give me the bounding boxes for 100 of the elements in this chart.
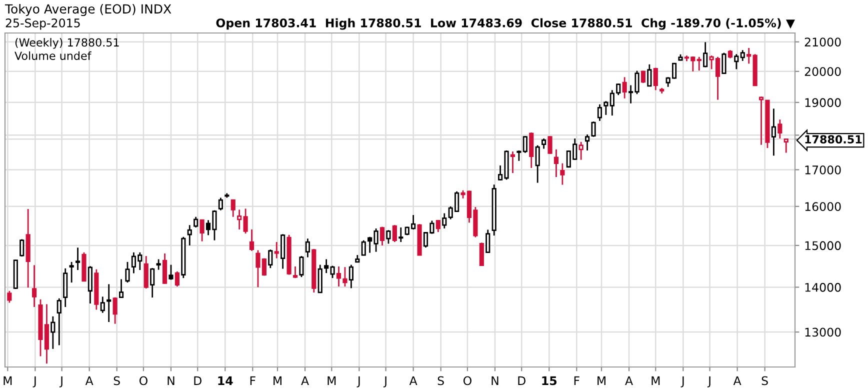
candlestick <box>150 267 155 298</box>
x-tick-label: M <box>598 376 606 385</box>
candlestick <box>162 252 168 284</box>
candlestick <box>187 224 192 246</box>
candlestick <box>112 296 118 324</box>
x-tick-label: F <box>250 376 256 385</box>
y-tick-label: 17880.51 <box>805 135 862 144</box>
candlestick <box>7 290 12 304</box>
candlestick <box>380 226 385 246</box>
candlestick <box>622 76 627 100</box>
candlestick <box>479 242 484 266</box>
x-tick-label: F <box>574 376 580 385</box>
x-tick-label: M <box>328 376 336 385</box>
x-tick-label: N <box>492 376 498 385</box>
candlestick <box>361 240 366 256</box>
x-tick-label: O <box>139 376 148 386</box>
candlestick <box>746 47 752 64</box>
candlestick <box>50 316 56 350</box>
candlestick <box>442 212 447 230</box>
candlestick <box>722 52 726 75</box>
x-tick-label: A <box>85 376 94 385</box>
candlestick <box>398 226 404 243</box>
x-tick-label: S <box>114 376 120 386</box>
candlestick <box>280 233 286 270</box>
candlestick <box>778 118 782 140</box>
candlestick <box>392 224 397 243</box>
candlestick <box>69 261 74 284</box>
candlestick <box>100 296 105 314</box>
x-tick-label: N <box>168 376 174 385</box>
candlestick <box>560 162 565 186</box>
candlestick <box>771 108 776 156</box>
candlestick <box>144 255 148 290</box>
candlestick <box>88 265 93 304</box>
candlestick <box>734 53 739 70</box>
candlestick <box>647 64 652 87</box>
candlestick <box>75 246 80 271</box>
candlestick <box>118 278 124 298</box>
x-tick-label: M <box>4 376 12 385</box>
candlestick <box>56 298 62 346</box>
candlestick <box>640 70 646 84</box>
candlestick <box>168 264 174 280</box>
x-tick-label: S <box>438 376 444 386</box>
chart-title: Tokyo Average (EOD) INDX <box>4 4 172 16</box>
candlestick <box>194 216 198 228</box>
x-tick-label: J <box>59 376 62 388</box>
annotation: (Weekly) 17880.51 <box>15 38 119 49</box>
annotation: Volume undef <box>14 51 92 60</box>
candlestick <box>200 218 204 242</box>
candlestick <box>348 264 354 289</box>
candlestick <box>516 150 522 162</box>
x-tick-label: J <box>383 376 386 388</box>
candlestick <box>237 208 242 230</box>
candlestick <box>653 67 658 91</box>
candlestick <box>486 228 490 254</box>
y-tick-label: 21000 <box>804 38 841 47</box>
y-tick-label: 13000 <box>805 328 841 337</box>
candlestick <box>174 270 180 288</box>
candlestick <box>597 104 602 122</box>
candlestick <box>436 219 440 233</box>
x-tick-label: J <box>356 376 360 388</box>
x-tick-label: A <box>301 376 309 385</box>
candlestick <box>784 138 788 154</box>
candlestick <box>386 229 391 244</box>
candlestick <box>604 100 608 116</box>
x-tick-label: M <box>274 376 282 385</box>
candlestick <box>106 283 112 323</box>
x-tick-label: A <box>733 376 742 385</box>
candlestick <box>218 197 223 212</box>
candlestick <box>578 141 584 161</box>
x-tick-label: 14 <box>218 376 233 385</box>
x-tick-label: J <box>707 376 710 388</box>
y-tick-label: 16000 <box>805 202 841 212</box>
chart-subtitle: 25-Sep-2015 <box>6 18 80 30</box>
x-tick-label: O <box>463 376 472 386</box>
candlestick <box>510 150 516 174</box>
candlestick <box>548 135 552 155</box>
candlestick <box>299 255 304 278</box>
candlestick <box>305 238 310 258</box>
x-tick-label: S <box>762 376 768 386</box>
y-tick-label: 17000 <box>805 165 841 174</box>
candlestick <box>535 144 540 184</box>
x-tick-label: J <box>32 376 36 388</box>
candlestick <box>696 56 702 72</box>
x-tick-label: A <box>409 376 418 385</box>
candlestick <box>274 241 279 259</box>
candlestick <box>522 135 528 154</box>
x-tick-label: D <box>518 376 526 385</box>
candlestick <box>243 208 248 234</box>
x-tick-label: A <box>625 376 633 385</box>
candlestick <box>542 138 546 150</box>
y-tick-label: 15000 <box>805 241 841 250</box>
y-tick-label: 19000 <box>805 98 841 108</box>
x-tick-label: J <box>680 376 684 388</box>
candlestick <box>268 248 273 269</box>
candlestick <box>249 228 254 252</box>
x-tick-label: D <box>194 376 202 385</box>
candlestick <box>125 261 130 284</box>
x-tick-label: 15 <box>542 376 557 386</box>
candlestick <box>703 41 708 68</box>
x-tick-label: M <box>652 376 660 385</box>
